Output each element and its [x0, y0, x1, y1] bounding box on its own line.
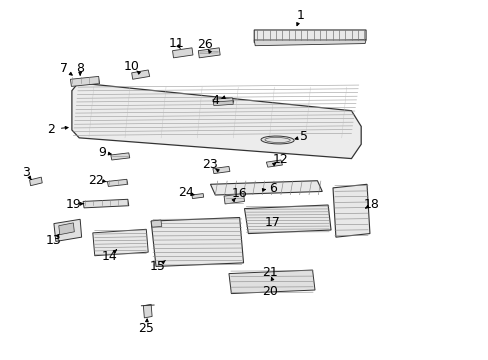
- Polygon shape: [213, 101, 233, 106]
- Polygon shape: [72, 83, 361, 158]
- Text: 18: 18: [363, 198, 379, 211]
- Polygon shape: [228, 270, 314, 294]
- Polygon shape: [151, 220, 162, 227]
- Polygon shape: [198, 48, 220, 58]
- Text: 9: 9: [99, 146, 106, 159]
- Polygon shape: [212, 166, 229, 174]
- Polygon shape: [224, 194, 244, 204]
- Text: 15: 15: [150, 260, 165, 273]
- Text: 26: 26: [196, 38, 212, 51]
- Polygon shape: [111, 153, 129, 160]
- Text: 2: 2: [47, 123, 55, 136]
- Text: 6: 6: [268, 182, 276, 195]
- Text: 20: 20: [261, 285, 277, 298]
- Text: 25: 25: [138, 322, 154, 335]
- Text: 19: 19: [65, 198, 81, 211]
- Text: 3: 3: [22, 166, 30, 179]
- Polygon shape: [332, 184, 369, 237]
- Polygon shape: [59, 223, 74, 235]
- Polygon shape: [172, 48, 193, 58]
- Text: 1: 1: [296, 9, 304, 22]
- Text: 13: 13: [46, 234, 61, 247]
- Text: 8: 8: [76, 62, 84, 75]
- Text: 14: 14: [101, 249, 117, 262]
- Text: 23: 23: [202, 158, 218, 171]
- Text: 10: 10: [123, 60, 140, 73]
- Text: 12: 12: [272, 153, 288, 166]
- Polygon shape: [30, 177, 42, 186]
- Polygon shape: [93, 229, 148, 256]
- Polygon shape: [244, 205, 330, 234]
- Ellipse shape: [261, 136, 293, 144]
- Text: 17: 17: [264, 216, 280, 229]
- Text: 11: 11: [168, 37, 184, 50]
- Text: 16: 16: [231, 187, 247, 200]
- Polygon shape: [210, 181, 322, 195]
- Text: 4: 4: [211, 94, 219, 107]
- Text: 24: 24: [178, 186, 194, 199]
- Polygon shape: [143, 304, 152, 318]
- Polygon shape: [131, 70, 149, 79]
- Text: 7: 7: [60, 62, 67, 75]
- Text: 22: 22: [88, 174, 104, 186]
- Polygon shape: [254, 40, 366, 46]
- Polygon shape: [192, 194, 203, 199]
- Polygon shape: [70, 76, 100, 86]
- Polygon shape: [266, 160, 282, 167]
- Polygon shape: [83, 199, 128, 208]
- Polygon shape: [254, 30, 366, 42]
- Polygon shape: [54, 219, 81, 242]
- Text: 5: 5: [299, 130, 307, 143]
- Polygon shape: [107, 179, 127, 186]
- Polygon shape: [151, 217, 243, 266]
- Polygon shape: [212, 98, 233, 104]
- Text: 21: 21: [262, 266, 277, 279]
